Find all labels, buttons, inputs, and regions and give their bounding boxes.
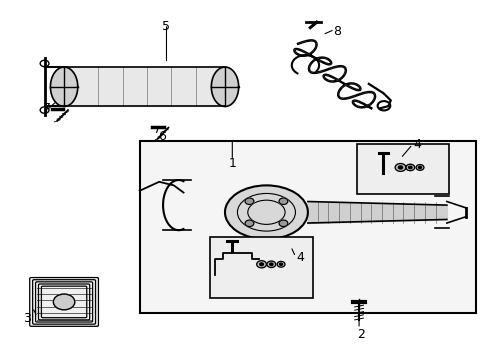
Text: 4: 4 [413, 138, 421, 150]
FancyBboxPatch shape [39, 284, 89, 320]
Circle shape [394, 163, 405, 171]
FancyBboxPatch shape [30, 278, 98, 326]
FancyBboxPatch shape [36, 282, 92, 322]
Circle shape [244, 220, 253, 226]
Bar [210, 237, 312, 298]
Circle shape [415, 165, 423, 170]
Ellipse shape [224, 185, 307, 239]
Text: 2: 2 [357, 328, 365, 341]
Circle shape [398, 166, 402, 169]
Circle shape [53, 294, 75, 310]
Circle shape [418, 166, 421, 168]
Circle shape [405, 164, 414, 171]
Circle shape [279, 220, 287, 226]
FancyBboxPatch shape [41, 286, 86, 318]
Circle shape [259, 263, 263, 266]
Polygon shape [211, 67, 238, 107]
Text: 4: 4 [296, 251, 304, 264]
Polygon shape [50, 67, 78, 107]
FancyBboxPatch shape [33, 280, 95, 324]
Circle shape [279, 263, 282, 265]
Circle shape [279, 198, 287, 204]
Text: 8: 8 [332, 25, 341, 38]
Bar [140, 140, 475, 313]
Circle shape [269, 263, 272, 266]
Circle shape [277, 261, 285, 267]
Text: 7: 7 [43, 103, 51, 116]
Text: 1: 1 [228, 157, 236, 170]
Circle shape [266, 261, 275, 267]
Circle shape [244, 198, 253, 204]
Text: 3: 3 [23, 311, 31, 325]
Text: 5: 5 [162, 20, 170, 33]
Circle shape [256, 261, 266, 268]
Text: 6: 6 [157, 130, 165, 144]
Circle shape [408, 166, 411, 169]
Bar [356, 144, 448, 194]
